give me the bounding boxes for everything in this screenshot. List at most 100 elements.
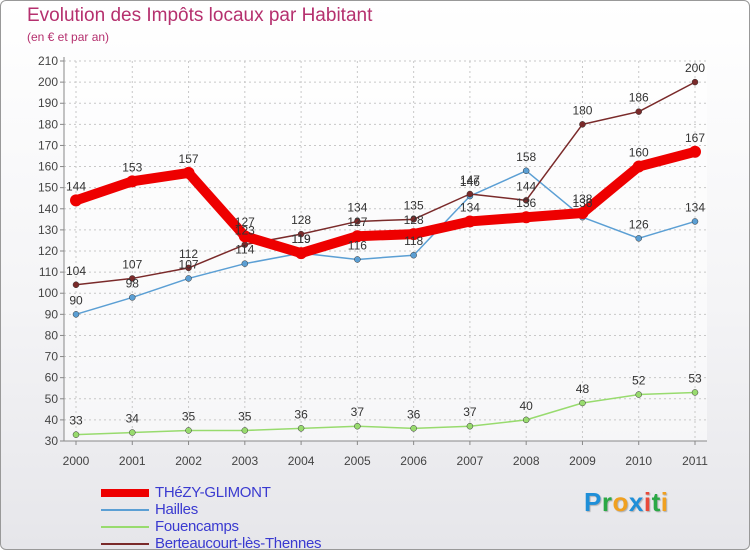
- data-point: [241, 427, 249, 434]
- x-tick-label: 2007: [457, 454, 484, 468]
- data-point: [297, 425, 305, 432]
- y-tick-label: 100: [38, 286, 58, 300]
- data-point: [129, 275, 136, 282]
- data-point: [238, 230, 251, 243]
- data-point: [410, 216, 417, 223]
- legend-label: Fouencamps: [155, 518, 239, 535]
- series-line-1: [75, 170, 696, 316]
- data-label: 186: [629, 91, 649, 105]
- y-tick-label: 30: [45, 434, 59, 448]
- data-point: [689, 145, 701, 158]
- data-point: [522, 167, 530, 175]
- data-label: 158: [516, 150, 536, 164]
- data-label: 104: [66, 264, 86, 278]
- data-label: 119: [292, 232, 311, 246]
- data-point: [576, 207, 589, 219]
- data-point: [354, 422, 361, 430]
- y-tick-label: 170: [38, 138, 58, 152]
- y-tick-label: 110: [39, 265, 58, 279]
- data-point: [463, 215, 476, 228]
- series-line-0: [71, 146, 700, 259]
- data-label: 147: [460, 173, 480, 187]
- y-tick-label: 150: [38, 181, 58, 195]
- data-point: [351, 230, 364, 243]
- data-point: [72, 281, 80, 289]
- y-tick-label: 80: [45, 328, 59, 342]
- logo-letter: i: [660, 487, 669, 517]
- data-label: 116: [348, 238, 367, 252]
- data-label: 98: [126, 276, 140, 290]
- y-tick-label: 50: [45, 392, 59, 406]
- x-tick-label: 2011: [682, 454, 708, 468]
- x-tick-label: 2003: [231, 454, 258, 468]
- data-label: 167: [685, 131, 705, 145]
- x-tick-label: 2000: [63, 454, 90, 468]
- data-point: [691, 218, 699, 225]
- legend-label: THéZY-GLIMONT: [155, 484, 271, 501]
- x-tick-label: 2009: [569, 454, 596, 468]
- data-label: 37: [463, 405, 477, 419]
- y-tick-label: 190: [38, 96, 58, 110]
- legend-swatch: [101, 509, 149, 511]
- x-tick-label: 2002: [175, 454, 202, 468]
- data-point: [410, 425, 417, 432]
- data-label: 33: [69, 414, 83, 428]
- data-point: [579, 399, 586, 407]
- legend-label: Berteaucourt-lès-Thennes: [155, 535, 322, 550]
- data-label: 48: [576, 382, 590, 396]
- data-label: 36: [294, 407, 308, 421]
- legend-label: Hailles: [155, 501, 198, 518]
- chart-title: Evolution des Impôts locaux par Habitant: [27, 5, 373, 26]
- data-label: 123: [235, 224, 255, 238]
- x-tick-label: 2005: [344, 454, 371, 468]
- data-label: 112: [179, 247, 198, 261]
- data-point: [691, 78, 699, 86]
- x-tick-label: 2001: [119, 454, 146, 468]
- y-tick-label: 70: [45, 350, 59, 364]
- data-point: [635, 391, 642, 398]
- data-point: [185, 264, 192, 272]
- x-tick-label: 2006: [400, 454, 427, 468]
- data-point: [185, 427, 192, 434]
- data-label: 180: [572, 103, 592, 117]
- y-tick-label: 130: [38, 223, 58, 237]
- data-label: 127: [347, 215, 367, 229]
- data-label: 157: [179, 152, 199, 166]
- y-tick-label: 200: [38, 75, 58, 89]
- data-label: 52: [632, 374, 646, 388]
- data-point: [410, 251, 417, 259]
- chart-subtitle: (en € et par an): [27, 30, 110, 44]
- data-label: 114: [235, 243, 254, 257]
- legend-swatch: [101, 543, 149, 545]
- data-label: 35: [238, 409, 252, 423]
- data-label: 144: [516, 179, 536, 193]
- data-point: [185, 275, 192, 282]
- data-point: [241, 260, 249, 267]
- data-point: [72, 431, 80, 438]
- logo-letter: i: [643, 487, 652, 517]
- data-label: 153: [122, 160, 142, 174]
- data-point: [407, 228, 420, 241]
- data-label: 53: [688, 371, 702, 385]
- data-point: [635, 108, 642, 115]
- data-point: [354, 256, 361, 263]
- y-tick-label: 210: [38, 54, 58, 68]
- y-tick-label: 40: [45, 413, 59, 427]
- data-label: 134: [685, 200, 705, 214]
- data-point: [466, 190, 474, 198]
- legend-swatch: [101, 526, 149, 528]
- data-point: [129, 294, 136, 301]
- x-tick-label: 2004: [288, 454, 315, 468]
- data-point: [522, 197, 530, 204]
- data-label: 118: [404, 234, 423, 248]
- logo-letter: r: [601, 487, 613, 517]
- data-label: 107: [179, 257, 199, 271]
- data-label: 126: [629, 217, 649, 231]
- data-label: 128: [404, 213, 424, 227]
- data-label: 90: [69, 293, 83, 307]
- data-label: 119: [292, 232, 311, 246]
- data-point: [632, 160, 645, 173]
- logo-letter: o: [612, 487, 629, 517]
- data-point: [72, 311, 80, 318]
- data-label: 136: [572, 196, 592, 210]
